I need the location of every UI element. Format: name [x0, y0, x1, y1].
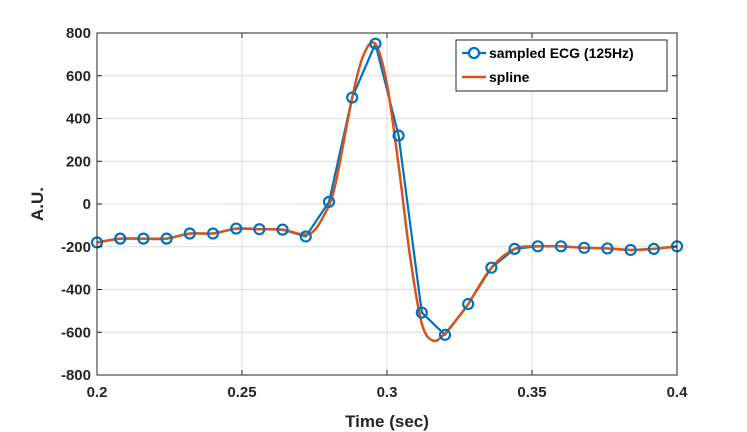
series-layer [90, 37, 684, 343]
series-line-spline [96, 41, 678, 343]
data-point-sampled-ecg [462, 297, 475, 311]
y-tick-label: 800 [66, 25, 91, 42]
data-point-sampled-ecg [531, 240, 544, 253]
data-point-sampled-ecg [183, 227, 196, 240]
data-point-sampled-ecg [114, 232, 127, 245]
data-point-sampled-ecg [438, 328, 452, 341]
y-axis-ticks: -800 -600 -400 -200 0 200 400 600 800 [61, 25, 677, 384]
data-point-sampled-ecg [346, 91, 359, 104]
data-point-sampled-ecg [508, 242, 521, 255]
y-tick-label: 400 [66, 111, 91, 128]
y-tick-label: 0 [83, 196, 91, 213]
data-point-sampled-ecg [137, 232, 150, 245]
data-point-sampled-ecg [369, 37, 382, 50]
y-tick-label: -400 [61, 282, 91, 299]
y-tick-label: -800 [61, 367, 91, 384]
x-tick-label: 0.35 [517, 384, 546, 401]
data-point-sampled-ecg [415, 306, 428, 319]
data-point-sampled-ecg [276, 223, 289, 236]
data-point-sampled-ecg [601, 242, 614, 255]
legend-label-spline: spline [489, 69, 530, 85]
data-point-sampled-ecg [485, 261, 498, 274]
data-point-sampled-ecg [206, 227, 220, 240]
y-axis-title: A.U. [28, 187, 47, 221]
data-point-sampled-ecg [322, 195, 336, 208]
data-point-sampled-ecg [160, 232, 173, 245]
legend-label-sampled: sampled ECG (125Hz) [489, 45, 634, 61]
data-point-sampled-ecg [554, 240, 568, 253]
data-point-sampled-ecg [299, 230, 312, 243]
data-point-sampled-ecg [624, 243, 637, 257]
legend: sampled ECG (125Hz) spline [455, 39, 668, 92]
x-axis-ticks: 0.2 0.25 0.3 0.35 0.4 [87, 33, 689, 401]
y-tick-label: 600 [66, 68, 91, 85]
x-tick-label: 0.3 [377, 384, 398, 401]
x-axis-title: Time (sec) [345, 412, 429, 431]
legend-box [455, 39, 668, 92]
x-tick-label: 0.2 [87, 384, 108, 401]
y-tick-label: 200 [66, 153, 91, 170]
legend-marker-sampled [467, 46, 481, 60]
data-point-sampled-ecg [253, 223, 266, 236]
y-tick-label: -200 [61, 239, 91, 256]
data-point-sampled-ecg [230, 222, 243, 235]
x-tick-label: 0.4 [667, 384, 689, 401]
data-point-sampled-ecg [578, 241, 591, 254]
y-tick-label: -600 [61, 324, 91, 341]
x-tick-label: 0.25 [227, 384, 256, 401]
data-point-sampled-ecg [647, 242, 660, 255]
data-point-sampled-ecg [392, 129, 405, 142]
